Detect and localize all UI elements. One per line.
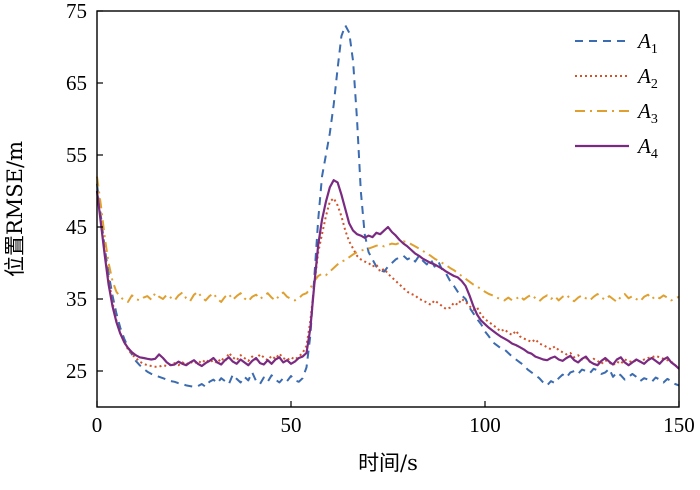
y-tick-label: 65 [66, 71, 87, 95]
series-line-1 [96, 24, 680, 388]
legend-label-4: A4 [636, 134, 658, 162]
y-tick-label: 35 [66, 287, 87, 311]
x-axis-label: 时间/s [358, 451, 418, 475]
x-tick-label: 0 [92, 413, 103, 437]
series-line-4 [95, 179, 680, 370]
plot-frame [96, 10, 680, 408]
y-tick-label: 75 [66, 0, 87, 23]
y-tick-label: 25 [66, 359, 87, 383]
x-tick-label: 150 [663, 413, 695, 437]
x-tick-label: 100 [469, 413, 501, 437]
legend-label-1: A1 [636, 29, 658, 57]
legend-label-2: A2 [636, 64, 658, 92]
legend-label-3: A3 [636, 99, 658, 127]
x-tick-label: 50 [281, 413, 302, 437]
series-line-3 [96, 176, 680, 303]
y-axis-label: 位置RMSE/m [3, 141, 27, 277]
axis-ticks: 0 50 100 150 25 35 45 55 65 75 [66, 0, 695, 437]
y-tick-label: 55 [66, 143, 87, 167]
legend: A1 A2 A3 A4 [575, 29, 658, 162]
series-lines [95, 24, 680, 388]
series-line-2 [96, 190, 680, 369]
y-tick-label: 45 [66, 215, 87, 239]
